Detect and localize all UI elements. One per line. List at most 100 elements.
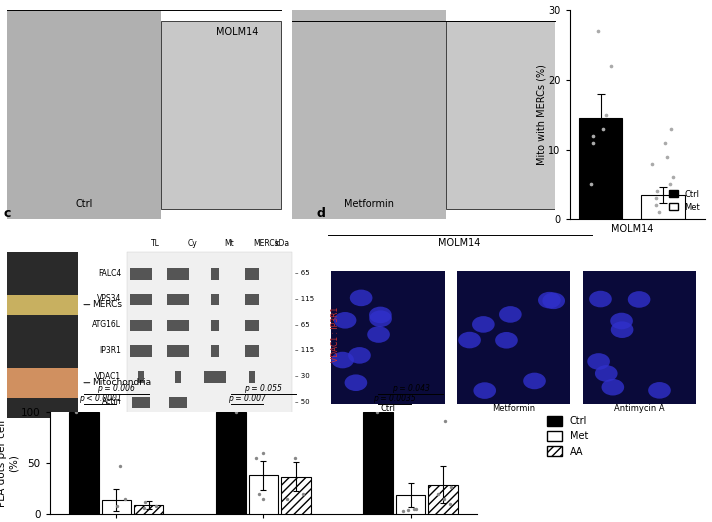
Legend: Ctrl, Met, AA: Ctrl, Met, AA <box>543 412 592 460</box>
Ellipse shape <box>473 382 496 399</box>
Point <box>298 490 309 498</box>
Ellipse shape <box>499 306 522 323</box>
Point <box>119 495 130 503</box>
Text: p = 0.0035: p = 0.0035 <box>373 394 416 403</box>
Bar <box>7 368 78 398</box>
Point <box>397 507 409 515</box>
Text: – 50: – 50 <box>295 399 310 405</box>
Text: VDAC1 : IP3R1: VDAC1 : IP3R1 <box>331 307 340 362</box>
Bar <box>204 371 226 383</box>
Bar <box>249 371 255 383</box>
Point <box>372 408 383 417</box>
Point <box>587 132 599 140</box>
Ellipse shape <box>495 332 518 349</box>
Bar <box>167 294 189 305</box>
Text: Actin: Actin <box>102 397 121 406</box>
Ellipse shape <box>595 365 617 382</box>
Bar <box>130 346 152 357</box>
Point <box>150 502 162 510</box>
Bar <box>175 371 181 383</box>
Text: MERCs: MERCs <box>253 239 279 248</box>
Bar <box>130 319 152 331</box>
Text: p = 0.006: p = 0.006 <box>98 384 135 393</box>
Ellipse shape <box>538 292 560 309</box>
Ellipse shape <box>610 313 633 329</box>
Bar <box>363 412 393 514</box>
Bar <box>211 294 219 305</box>
Point <box>650 194 661 203</box>
Bar <box>127 252 292 418</box>
Point <box>258 449 269 457</box>
Point <box>138 504 150 512</box>
Ellipse shape <box>648 382 671 399</box>
Bar <box>245 294 259 305</box>
Point <box>445 482 456 491</box>
Bar <box>245 346 259 357</box>
Bar <box>134 505 164 514</box>
Ellipse shape <box>587 353 610 370</box>
Bar <box>579 118 622 219</box>
Ellipse shape <box>602 379 624 396</box>
Ellipse shape <box>543 292 565 309</box>
Bar <box>583 271 696 405</box>
Point <box>444 500 456 508</box>
Ellipse shape <box>628 291 651 308</box>
Point <box>111 502 122 510</box>
Ellipse shape <box>348 347 371 364</box>
Bar <box>331 271 444 405</box>
Point <box>585 180 597 188</box>
Ellipse shape <box>331 352 354 369</box>
Bar <box>7 252 78 418</box>
Bar <box>130 294 152 305</box>
Ellipse shape <box>589 291 612 307</box>
Text: d: d <box>316 207 325 220</box>
Point <box>600 111 612 119</box>
Point <box>439 417 451 425</box>
Point <box>140 498 151 506</box>
Ellipse shape <box>611 322 634 338</box>
Text: – 115: – 115 <box>295 347 314 353</box>
Point <box>667 173 679 182</box>
Ellipse shape <box>459 332 481 348</box>
Bar <box>457 271 570 405</box>
Point <box>408 505 419 513</box>
Bar <box>245 268 259 280</box>
Point <box>661 152 673 161</box>
Bar <box>446 21 555 209</box>
Text: kDa: kDa <box>274 239 289 248</box>
Point <box>432 490 444 498</box>
Point <box>253 490 265 498</box>
Ellipse shape <box>370 311 392 327</box>
Point <box>258 495 269 503</box>
Point <box>664 180 676 188</box>
Point <box>651 187 662 196</box>
Bar <box>216 412 246 514</box>
Point <box>650 201 661 209</box>
Point <box>665 125 676 133</box>
Text: – 65: – 65 <box>295 270 310 276</box>
Bar <box>167 319 189 331</box>
Y-axis label: Mito with MERCs (%): Mito with MERCs (%) <box>537 64 547 165</box>
Bar <box>169 397 187 408</box>
Point <box>410 505 422 513</box>
Bar <box>245 319 259 331</box>
Bar <box>211 346 219 357</box>
Ellipse shape <box>523 373 546 389</box>
Point <box>604 62 616 70</box>
Text: Antimycin A: Antimycin A <box>614 404 665 412</box>
Ellipse shape <box>369 306 392 323</box>
Bar <box>132 397 150 408</box>
Text: Metformin: Metformin <box>492 404 535 412</box>
Point <box>230 408 241 417</box>
Ellipse shape <box>345 374 367 391</box>
Bar <box>130 268 152 280</box>
Point <box>646 159 658 168</box>
Point <box>70 408 82 417</box>
Bar <box>396 495 425 514</box>
Text: Cy: Cy <box>187 239 197 248</box>
Text: MOLM14: MOLM14 <box>439 238 481 248</box>
Point <box>597 125 609 133</box>
Bar <box>248 476 278 514</box>
Text: Metformin: Metformin <box>344 199 394 209</box>
Ellipse shape <box>334 312 357 329</box>
